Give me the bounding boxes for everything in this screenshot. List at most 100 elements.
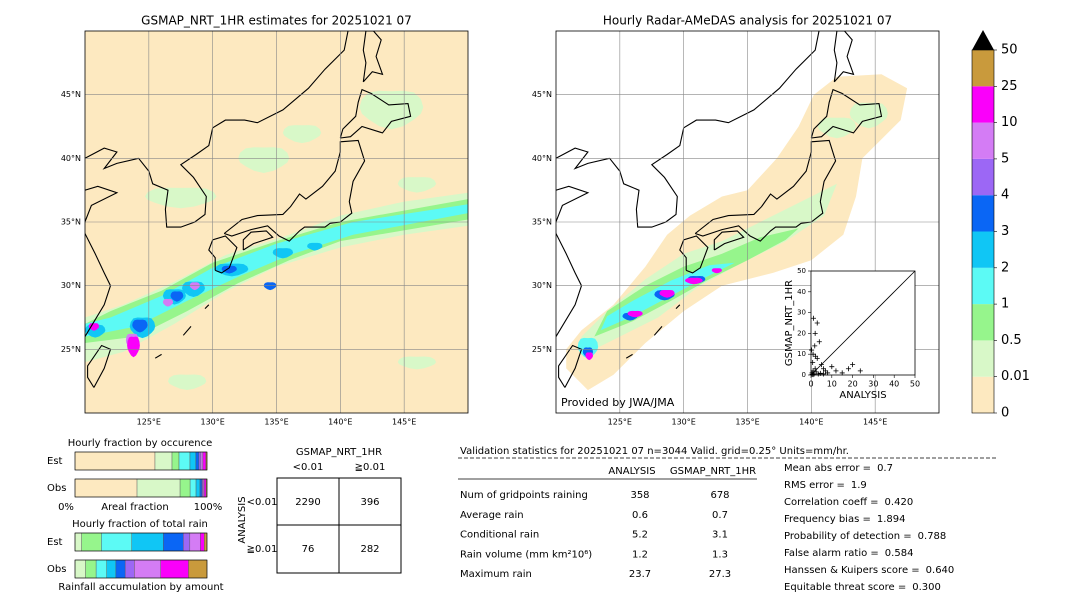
y-tick-label: 40	[797, 288, 806, 296]
scatter-point	[818, 362, 824, 368]
fraction-segment	[74, 478, 138, 498]
rain-area	[127, 336, 140, 358]
fraction-segment	[200, 451, 204, 471]
y-tick-label: 0	[802, 371, 806, 379]
colorbar-segment	[972, 340, 994, 377]
row-label: Rain volume (mm km²10⁶)	[460, 549, 592, 560]
colorbar-label: 3	[1001, 224, 1009, 239]
table-cell: 5.2	[632, 530, 648, 541]
scatter-point	[817, 370, 823, 376]
scatter-point	[845, 366, 851, 372]
coastline	[625, 353, 633, 359]
colorbar-extend	[972, 30, 994, 50]
coastline	[242, 230, 274, 251]
x-tick-label: 10	[827, 380, 837, 389]
fraction-segment	[195, 451, 200, 471]
fraction-segment	[85, 559, 97, 579]
row-label: Average rain	[460, 510, 524, 521]
rain-area	[162, 298, 174, 307]
row-label: Est	[47, 537, 63, 548]
colorbar-segment	[972, 158, 994, 196]
x-tick-label: 0	[808, 380, 813, 389]
scatter-point	[839, 370, 845, 376]
score-value: 0.584	[885, 548, 914, 559]
y-tick-label: 30°N	[61, 281, 81, 290]
rain-area	[168, 374, 207, 390]
score-value: 0.788	[918, 531, 947, 542]
fraction-segment	[195, 478, 201, 498]
fraction-segment	[163, 532, 184, 552]
colorbar-label: 50	[1001, 43, 1018, 58]
y-tick-label: 10	[797, 350, 806, 358]
scatter-point	[816, 339, 822, 345]
axis-label: 100%	[194, 502, 223, 513]
colorbar-label: 0.5	[1001, 333, 1022, 348]
coastline	[138, 31, 349, 228]
y-tick-label: 30	[797, 309, 806, 317]
coastline	[208, 235, 238, 274]
table-cell: 396	[360, 497, 379, 508]
coastline	[85, 147, 139, 337]
y-tick-label: 25°N	[532, 345, 552, 354]
row-label: Obs	[47, 483, 66, 494]
y-tick-label: 25°N	[61, 345, 81, 354]
colorbar-label: 4	[1001, 188, 1009, 203]
scatter-point	[814, 320, 820, 326]
fraction-segment	[101, 532, 132, 552]
table-cell: 76	[302, 544, 315, 555]
row-title: ANALYSIS	[237, 496, 248, 543]
score-label: Frequency bias =	[784, 514, 871, 525]
score-value: 0.640	[926, 565, 955, 576]
col-header: GSMAP_NRT_1HR	[670, 466, 756, 477]
score-label: RMS error =	[784, 480, 845, 491]
y-tick-label: 35°N	[61, 218, 81, 227]
fraction-segment	[115, 559, 126, 579]
score-value: 0.300	[912, 582, 941, 593]
rain-area	[307, 242, 323, 251]
table-cell: 282	[360, 544, 379, 555]
axis-label: Rainfall accumulation by amount	[58, 582, 223, 593]
fraction-segment	[198, 451, 202, 471]
scatter-point	[812, 330, 818, 336]
rain-area	[711, 268, 722, 274]
rain-area	[359, 90, 424, 130]
scatter-point	[810, 351, 816, 357]
x-tick-label: 140°E	[328, 418, 352, 427]
x-tick-label: 30	[868, 380, 878, 389]
fraction-segment	[189, 532, 201, 552]
colorbar-segment	[972, 304, 994, 341]
coastline	[204, 304, 210, 309]
coastline	[713, 230, 745, 251]
table-cell: 23.7	[629, 569, 651, 580]
rain-area	[189, 282, 200, 291]
y-tick-label: 45°N	[532, 90, 552, 99]
colorbar-label: 5	[1001, 151, 1009, 166]
table-cell: 2290	[295, 497, 320, 508]
rain-area	[272, 248, 294, 259]
fraction-segment	[189, 478, 197, 498]
map-frame	[84, 30, 469, 414]
score-label: Hanssen & Kuipers score =	[784, 565, 920, 576]
scatter-point	[813, 369, 819, 375]
table-cell: 0.7	[712, 510, 728, 521]
coastline	[556, 147, 610, 337]
bar-frame	[74, 532, 208, 552]
score-value: 1.894	[877, 514, 906, 525]
fraction-segment	[136, 478, 181, 498]
coastline	[810, 88, 883, 139]
scatter-point	[833, 368, 839, 374]
coastline	[609, 31, 820, 228]
map-title: Hourly Radar-AMeDAS analysis for 2025102…	[603, 14, 892, 28]
axis-label: 0%	[58, 502, 74, 513]
fraction-segment	[189, 451, 197, 471]
x-tick-label: 145°E	[863, 418, 887, 427]
coastline	[362, 31, 384, 83]
x-axis-label: ANALYSIS	[839, 390, 886, 401]
colorbar-label: 1	[1001, 297, 1009, 312]
fraction-segment	[74, 559, 86, 579]
fraction-segment	[171, 451, 180, 471]
panel-title: Hourly fraction of total rain	[72, 519, 208, 530]
rain-area	[585, 352, 593, 361]
y-tick-label: 30°N	[532, 281, 552, 290]
x-tick-label: 125°E	[608, 418, 632, 427]
